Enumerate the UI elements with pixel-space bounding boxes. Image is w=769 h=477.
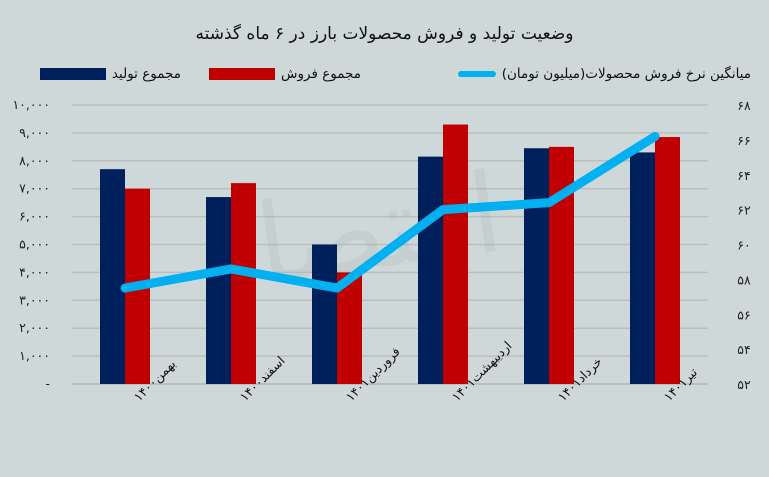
y-left-tick: ۱,۰۰۰ bbox=[19, 348, 50, 363]
y-axis-left: ۱۰,۰۰۰ ۹,۰۰۰ ۸,۰۰۰ ۷,۰۰۰ ۶,۰۰۰ ۵,۰۰۰ ۴,۰۰۰ ۳,۰۰… bbox=[12, 97, 50, 391]
y-right-tick: ۵۶ bbox=[737, 307, 750, 322]
bar-production bbox=[418, 156, 443, 384]
bar-production bbox=[312, 244, 337, 384]
legend-label-production: مجموع تولید bbox=[111, 66, 181, 82]
y-left-tick: ۲,۰۰۰ bbox=[19, 320, 50, 335]
bar-sales bbox=[337, 272, 362, 384]
bar-sales bbox=[549, 146, 574, 384]
y-left-tick: ۹,۰۰۰ bbox=[19, 125, 50, 140]
legend-swatch-production bbox=[39, 68, 106, 80]
y-right-tick: ۶۸ bbox=[737, 98, 751, 113]
legend-swatch-avg-price bbox=[457, 71, 496, 77]
legend-item-production: مجموع تولید bbox=[39, 66, 181, 82]
avg-price-line bbox=[120, 131, 660, 293]
legend: میانگین نرخ فروش محصولات(میلیون تومان) م… bbox=[0, 66, 769, 88]
y-right-tick: ۶۴ bbox=[737, 168, 750, 183]
bar-production bbox=[206, 197, 231, 384]
y-right-tick: ۵۲ bbox=[737, 377, 751, 392]
legend-swatch-sales bbox=[209, 68, 276, 80]
bar-production bbox=[524, 148, 549, 384]
y-right-tick: ۶۰ bbox=[737, 238, 750, 253]
y-left-tick: ۴,۰۰۰ bbox=[19, 264, 50, 279]
y-axis-right: ۶۸ ۶۶ ۶۴ ۶۲ ۶۰ ۵۸ ۵۶ ۵۴ ۵۲ bbox=[737, 98, 751, 392]
y-right-tick: ۶۲ bbox=[737, 203, 751, 218]
y-left-tick: ۳,۰۰۰ bbox=[19, 292, 50, 307]
bar-sales bbox=[231, 183, 256, 384]
y-left-tick: ۸,۰۰۰ bbox=[19, 153, 50, 168]
legend-label-sales: مجموع فروش bbox=[281, 66, 361, 82]
y-left-tick: ۷,۰۰۰ bbox=[19, 181, 50, 196]
y-left-tick: ۵,۰۰۰ bbox=[19, 237, 50, 252]
bar-sales bbox=[655, 137, 680, 384]
gridlines bbox=[72, 104, 708, 385]
bar-production bbox=[630, 152, 655, 384]
bar-production bbox=[100, 169, 125, 384]
y-left-tick: - bbox=[45, 376, 50, 391]
y-right-tick: ۵۴ bbox=[737, 342, 750, 357]
y-left-tick: ۱۰,۰۰۰ bbox=[12, 97, 50, 112]
bar-sales bbox=[443, 124, 468, 384]
y-left-tick: ۶,۰۰۰ bbox=[19, 209, 50, 224]
y-right-tick: ۵۸ bbox=[737, 272, 751, 287]
legend-item-avg-price: میانگین نرخ فروش محصولات(میلیون تومان) bbox=[457, 66, 751, 82]
chart-title: وضعیت تولید و فروش محصولات بارز در ۶ ماه… bbox=[195, 24, 574, 44]
bars bbox=[100, 124, 680, 384]
legend-item-sales: مجموع فروش bbox=[209, 66, 361, 82]
y-right-tick: ۶۶ bbox=[737, 133, 750, 148]
legend-label-avg-price: میانگین نرخ فروش محصولات(میلیون تومان) bbox=[501, 66, 751, 82]
